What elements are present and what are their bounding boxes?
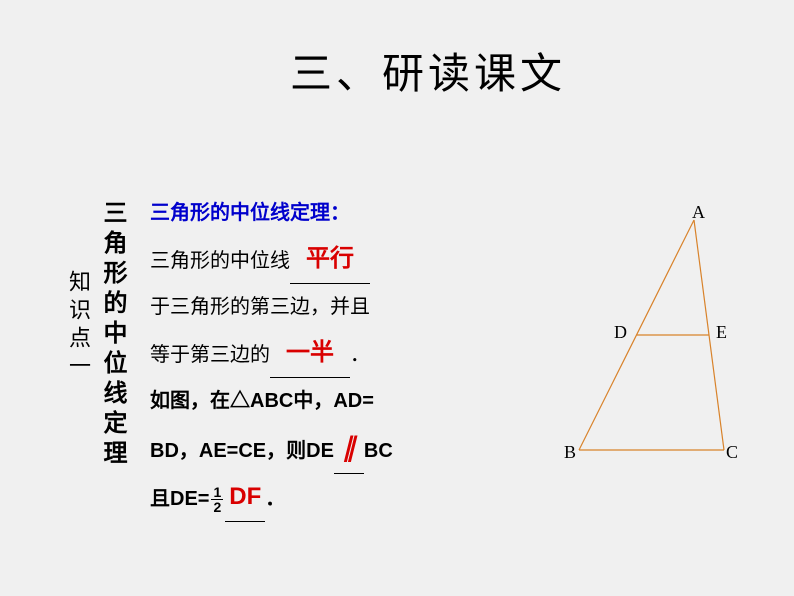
blank-2: 一半 [270, 330, 350, 378]
fraction-numerator: 1 [211, 485, 223, 500]
theorem-heading: 三角形的中位线定理： [150, 190, 540, 236]
vertex-c-label: C [726, 442, 738, 463]
text-segment: ． [350, 344, 370, 366]
answer-df: DF [229, 483, 261, 510]
answer-parallel: 平行 [306, 245, 354, 272]
answer-parallel-symbol: ∥ [342, 432, 355, 462]
theorem-content: 三角形的中位线定理： 三角形的中位线平行 于三角形的第三边，并且 等于第三边的一… [150, 190, 540, 522]
theorem-line-5: BD，AE=CE，则DE ∥ BC [150, 424, 540, 474]
section-title: 三、研读课文 [290, 40, 566, 101]
fraction-half: 12 [211, 485, 223, 514]
theorem-line-2: 于三角形的第三边，并且 [150, 284, 540, 330]
theorem-line-3: 等于第三边的一半 ． [150, 330, 540, 378]
vertex-a-label: A [692, 202, 705, 223]
blank-1: 平行 [290, 236, 370, 284]
text-segment: 且DE= [150, 488, 209, 510]
triangle-diagram: A B C D E [564, 210, 739, 470]
text-segment: 三角形的中位线 [150, 250, 290, 272]
vertex-e-label: E [716, 322, 727, 343]
theorem-line-4: 如图，在△ABC中，AD= [150, 378, 540, 424]
text-segment: ． [265, 488, 285, 510]
vertex-d-label: D [614, 322, 627, 343]
theorem-line-6: 且DE=12DF． [150, 474, 540, 522]
text-segment: 等于第三边的 [150, 344, 270, 366]
triangle-svg [564, 210, 739, 470]
text-segment: BD，AE=CE，则DE [150, 440, 334, 462]
theorem-line-1: 三角形的中位线平行 [150, 236, 540, 284]
blank-4: DF [225, 474, 265, 522]
theorem-vertical-label: 三角形的中位线定理 [95, 200, 130, 470]
knowledge-point-label: 知识点一 [62, 270, 94, 382]
blank-3: ∥ [334, 424, 364, 474]
answer-half: 一半 [286, 339, 334, 366]
text-segment: BC [364, 440, 393, 462]
vertex-b-label: B [564, 442, 576, 463]
fraction-denominator: 2 [211, 500, 223, 514]
